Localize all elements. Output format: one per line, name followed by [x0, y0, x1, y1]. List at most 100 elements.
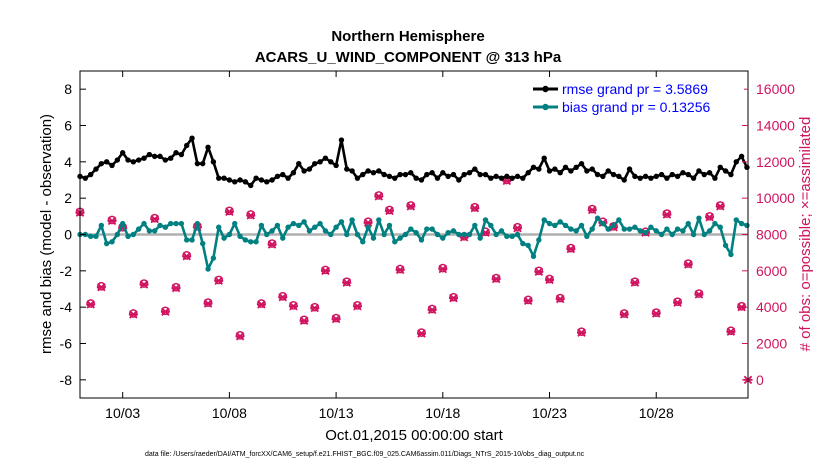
rmse-point	[728, 171, 734, 178]
obs-assimilated-point	[96, 282, 106, 292]
bias-point	[103, 240, 110, 247]
obs-assimilated-point	[352, 302, 362, 311]
rmse-point	[392, 175, 398, 181]
obs-assimilated-point	[363, 218, 373, 227]
rmse-point	[557, 170, 563, 176]
obs-assimilated-point	[331, 314, 341, 324]
rmse-point	[653, 173, 659, 180]
rmse-point	[184, 142, 190, 149]
x-axis-label: Oct.01,2015 00:00:00 start	[325, 427, 503, 444]
rmse-point	[600, 173, 606, 180]
rmse-point	[648, 175, 654, 181]
rmse-point	[237, 177, 243, 183]
rmse-point	[440, 170, 446, 176]
rmse-point	[162, 157, 169, 163]
rmse-point	[258, 177, 265, 183]
obs-possible-point	[171, 282, 181, 292]
bias-point	[365, 224, 371, 230]
rmse-point	[445, 173, 451, 180]
rmse-point	[397, 171, 403, 178]
obs-possible-point	[235, 330, 245, 340]
rmse-point	[525, 170, 531, 176]
bias-point	[562, 222, 569, 229]
bias-point	[466, 231, 473, 238]
obs-assimilated-point	[160, 307, 170, 316]
rmse-point	[450, 171, 457, 178]
obs-assimilated-point	[694, 290, 704, 299]
y-right-tick-label: 6000	[756, 263, 787, 279]
y-right-tick-label: 12000	[756, 154, 795, 170]
rmse-point	[216, 175, 222, 181]
obs-assimilated-point	[715, 202, 725, 211]
obs-assimilated-point	[374, 192, 384, 201]
bias-point	[125, 233, 131, 240]
obs-assimilated-point	[448, 293, 458, 303]
rmse-point	[568, 168, 574, 174]
bias-point	[328, 231, 334, 238]
bias-point	[274, 222, 281, 229]
bias-point	[477, 235, 483, 241]
bias-point	[248, 239, 254, 245]
bias-point	[360, 239, 366, 245]
obs-assimilated-point	[384, 206, 394, 216]
obs-possible-point	[406, 201, 416, 210]
bias-point	[594, 215, 601, 221]
bias-point	[642, 229, 649, 236]
bias-point	[184, 237, 190, 243]
obs-possible-point	[491, 273, 501, 283]
bias-point	[221, 235, 227, 241]
obs-possible-point	[417, 328, 426, 337]
bias-point	[306, 228, 313, 234]
bias-point	[98, 222, 105, 229]
obs-possible-point	[726, 326, 736, 336]
rmse-point	[210, 159, 217, 165]
rmse-point	[658, 171, 665, 178]
bias-point	[162, 224, 169, 230]
bias-point	[237, 233, 243, 240]
obs-assimilated-point	[182, 252, 192, 261]
rmse-point	[536, 166, 542, 172]
bias-point	[712, 220, 718, 227]
obs-possible-point	[96, 281, 106, 291]
bias-point	[200, 240, 206, 247]
rmse-point	[269, 177, 275, 183]
obs-assimilated-point	[683, 260, 693, 269]
obs-possible-point	[203, 298, 213, 307]
rmse-point	[194, 160, 201, 167]
bias-point	[722, 242, 729, 249]
rmse-point	[642, 173, 649, 180]
bias-point	[626, 226, 633, 232]
bias-point	[151, 228, 158, 234]
obs-assimilated-point	[513, 223, 523, 233]
y-left-tick-label: 2	[64, 190, 72, 206]
rmse-point	[221, 175, 227, 181]
rmse-point	[589, 166, 595, 172]
obs-assimilated-point	[662, 210, 672, 219]
rmse-point	[509, 175, 515, 181]
bias-point	[525, 242, 531, 249]
obs-possible-point	[630, 277, 640, 287]
bias-point	[589, 226, 595, 232]
rmse-point	[312, 160, 318, 167]
obs-assimilated-point	[673, 298, 683, 307]
rmse-point	[402, 171, 409, 178]
bias-point	[135, 226, 142, 232]
obs-assimilated-point	[203, 299, 213, 308]
obs-assimilated-point	[427, 305, 437, 315]
legend-rmse-marker	[542, 85, 549, 93]
y-right-tick-label: 8000	[756, 227, 787, 243]
data-file-footnote: data file: /Users/raeder/DAI/ATM_forcXX/…	[145, 451, 585, 458]
rmse-point	[605, 168, 611, 174]
y-left-tick-label: 6	[64, 118, 72, 134]
rmse-point	[296, 160, 302, 167]
bias-point	[674, 226, 681, 232]
rmse-point	[189, 135, 195, 141]
y-axis-label-right: # of obs: o=possible; ×=assimilated	[797, 117, 814, 352]
rmse-point	[328, 159, 334, 165]
y-right-tick-label: 2000	[756, 336, 787, 352]
rmse-point	[146, 151, 153, 158]
bias-point	[461, 231, 467, 238]
obs-possible-point	[374, 191, 384, 200]
obs-possible-point	[321, 265, 330, 275]
legend-rmse-label: rmse grand pr = 3.5869	[562, 81, 708, 97]
